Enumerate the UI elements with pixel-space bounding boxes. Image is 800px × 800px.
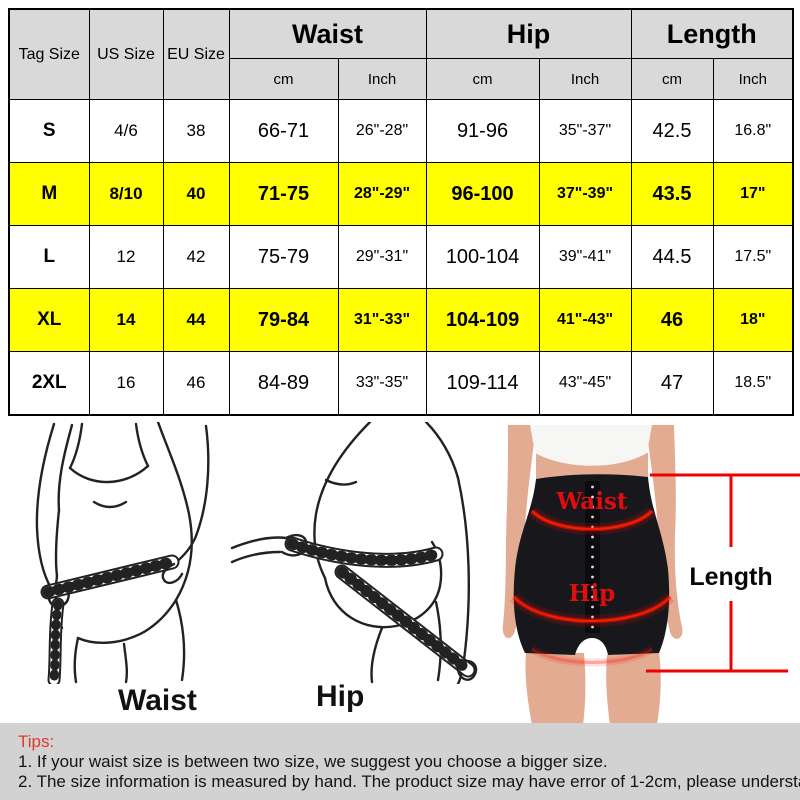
- waist-cm-cell: 71-75: [228, 162, 339, 226]
- model-left-leg: [525, 653, 586, 725]
- photo-hip-label: Hip: [569, 580, 616, 607]
- eu-size-cell: 46: [162, 351, 230, 416]
- waist-cm-cell: 84-89: [228, 351, 339, 416]
- col-header-hip: Hip: [425, 8, 632, 59]
- unit-header-hip-inch: Inch: [538, 58, 632, 100]
- waist-inch-cell: 29"-31": [337, 225, 427, 289]
- tips-line-2: 2. The size information is measured by h…: [18, 772, 800, 791]
- size-row-l: L 12 42 75-79 29"-31" 100-104 39"-41" 44…: [8, 225, 794, 289]
- length-inch-cell: 18": [712, 288, 794, 352]
- hip-inch-cell: 37"-39": [538, 162, 632, 226]
- hip-cm-cell: 91-96: [425, 99, 540, 163]
- us-size-cell: 4/6: [88, 99, 164, 163]
- hem-glow-arc: [529, 645, 655, 667]
- us-size-cell: 16: [88, 351, 164, 416]
- hip-cm-cell: 109-114: [425, 351, 540, 416]
- hip-glow-arc: [509, 592, 675, 627]
- length-cm-cell: 44.5: [630, 225, 714, 289]
- hip-inch-cell: 39"-41": [538, 225, 632, 289]
- unit-header-hip-cm: cm: [425, 58, 540, 100]
- col-header-length: Length: [630, 8, 794, 59]
- size-row-xl: XL 14 44 79-84 31"-33" 104-109 41"-43" 4…: [8, 288, 794, 352]
- length-inch-cell: 16.8": [712, 99, 794, 163]
- waist-glow-arc: [527, 506, 657, 535]
- tag-size-cell: XL: [8, 288, 90, 352]
- tag-size-cell: S: [8, 99, 90, 163]
- waist-cm-cell: 66-71: [228, 99, 339, 163]
- model-left-arm: [502, 425, 536, 639]
- length-cm-cell: 47: [630, 351, 714, 416]
- waist-inch-cell: 28"-29": [337, 162, 427, 226]
- unit-header-waist-cm: cm: [228, 58, 339, 100]
- size-row-s: S 4/6 38 66-71 26"-28" 91-96 35"-37" 42.…: [8, 99, 794, 163]
- length-inch-cell: 17": [712, 162, 794, 226]
- unit-header-length-cm: cm: [630, 58, 714, 100]
- hip-cm-cell: 96-100: [425, 162, 540, 226]
- length-cm-cell: 42.5: [630, 99, 714, 163]
- hip-measure-illustration: [230, 422, 478, 684]
- hip-cm-cell: 104-109: [425, 288, 540, 352]
- hip-inch-cell: 35"-37": [538, 99, 632, 163]
- size-table: Tag Size US Size EU Size Waist Hip Lengt…: [8, 8, 795, 416]
- tag-size-cell: 2XL: [8, 351, 90, 416]
- tips-title: Tips:: [18, 732, 55, 751]
- waist-cm-cell: 75-79: [228, 225, 339, 289]
- tag-size-cell: M: [8, 162, 90, 226]
- length-inch-cell: 18.5": [712, 351, 794, 416]
- length-cm-cell: 43.5: [630, 162, 714, 226]
- shapewear-model-image: Waist Hip Length: [502, 425, 800, 725]
- us-size-cell: 8/10: [88, 162, 164, 226]
- measurement-diagrams: Waist Hip: [0, 420, 485, 725]
- hip-inch-cell: 41"-43": [538, 288, 632, 352]
- waist-diagram-label: Waist: [118, 684, 197, 717]
- size-row-2xl: 2XL 16 46 84-89 33"-35" 109-114 43"-45" …: [8, 351, 794, 416]
- eu-size-cell: 38: [162, 99, 230, 163]
- col-header-tag-size: Tag Size: [8, 8, 90, 100]
- unit-header-length-inch: Inch: [712, 58, 794, 100]
- hip-diagram-label: Hip: [316, 680, 365, 713]
- length-cm-cell: 46: [630, 288, 714, 352]
- photo-waist-label: Waist: [555, 488, 627, 515]
- us-size-cell: 14: [88, 288, 164, 352]
- size-row-m: M 8/10 40 71-75 28"-29" 96-100 37"-39" 4…: [8, 162, 794, 226]
- waist-inch-cell: 33"-35": [337, 351, 427, 416]
- us-size-cell: 12: [88, 225, 164, 289]
- col-header-eu-size: EU Size: [162, 8, 230, 100]
- eu-size-cell: 42: [162, 225, 230, 289]
- model-right-arm: [646, 425, 683, 639]
- crop-top: [530, 425, 652, 466]
- tag-size-cell: L: [8, 225, 90, 289]
- hip-inch-cell: 43"-45": [538, 351, 632, 416]
- length-measure-lines: [646, 473, 800, 673]
- eu-size-cell: 44: [162, 288, 230, 352]
- hook-dots: [591, 485, 594, 629]
- waist-measure-illustration: [35, 422, 210, 684]
- waist-inch-cell: 31"-33": [337, 288, 427, 352]
- photo-length-label: Length: [689, 563, 772, 591]
- tips-line-1: 1. If your waist size is between two siz…: [18, 752, 608, 771]
- eu-size-cell: 40: [162, 162, 230, 226]
- col-header-waist: Waist: [228, 8, 427, 59]
- product-photo: Waist Hip Length: [480, 425, 800, 725]
- col-header-us-size: US Size: [88, 8, 164, 100]
- tips-bar: Tips: 1. If your waist size is between t…: [0, 723, 800, 800]
- waist-cm-cell: 79-84: [228, 288, 339, 352]
- length-inch-cell: 17.5": [712, 225, 794, 289]
- unit-header-waist-inch: Inch: [337, 58, 427, 100]
- waist-inch-cell: 26"-28": [337, 99, 427, 163]
- hip-cm-cell: 100-104: [425, 225, 540, 289]
